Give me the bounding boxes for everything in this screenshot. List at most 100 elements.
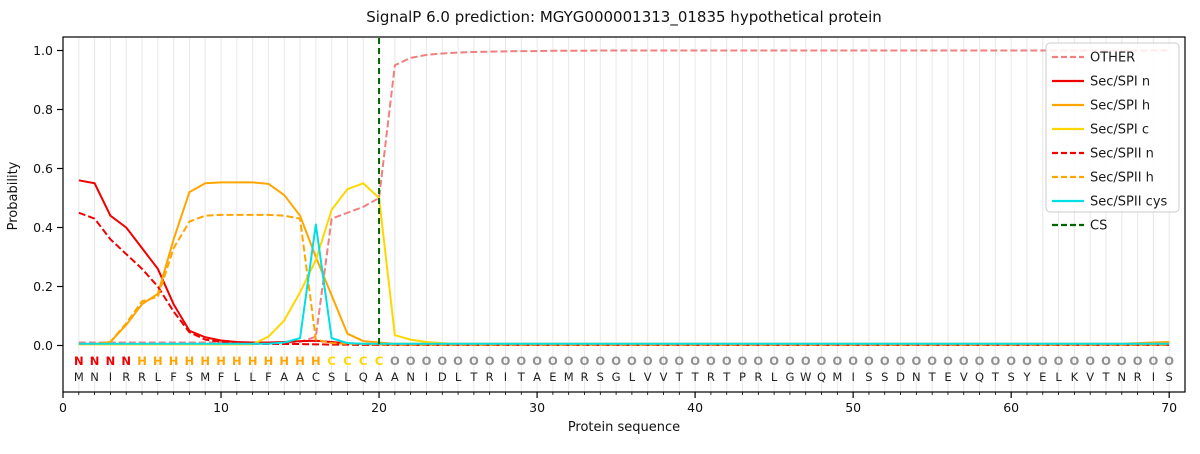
residue-letter: L bbox=[155, 370, 162, 384]
region-label: O bbox=[1022, 354, 1032, 368]
residue-letter: S bbox=[865, 370, 872, 384]
residue-letter: S bbox=[597, 370, 604, 384]
region-label: O bbox=[722, 354, 732, 368]
region-label: O bbox=[975, 354, 985, 368]
region-label: O bbox=[390, 354, 400, 368]
region-label: O bbox=[801, 354, 811, 368]
region-label: H bbox=[248, 354, 258, 368]
residue-letter: L bbox=[249, 370, 256, 384]
residue-letter: G bbox=[785, 370, 794, 384]
residue-letter: L bbox=[1055, 370, 1062, 384]
region-label: O bbox=[1164, 354, 1174, 368]
y-tick-label: 1.0 bbox=[33, 43, 53, 58]
x-tick-label: 40 bbox=[687, 400, 703, 415]
residue-letter: S bbox=[186, 370, 193, 384]
curve-sec-spii-n bbox=[78, 211, 1170, 346]
residue-letter: I bbox=[109, 370, 112, 384]
legend-label: OTHER bbox=[1090, 51, 1135, 66]
region-label: O bbox=[422, 354, 432, 368]
residue-letter: D bbox=[438, 370, 447, 384]
probability-curves bbox=[78, 49, 1170, 346]
region-label: O bbox=[1006, 354, 1016, 368]
region-label: O bbox=[406, 354, 416, 368]
residue-letter: T bbox=[691, 370, 700, 384]
legend-label: Sec/SPI c bbox=[1090, 123, 1149, 138]
y-tick-label: 0.0 bbox=[33, 338, 53, 353]
x-tick-label: 30 bbox=[529, 400, 545, 415]
region-label: O bbox=[832, 354, 842, 368]
region-label: O bbox=[959, 354, 969, 368]
region-label: O bbox=[564, 354, 574, 368]
region-label: O bbox=[864, 354, 874, 368]
residue-letter: I bbox=[1152, 370, 1155, 384]
region-label: O bbox=[532, 354, 542, 368]
residue-letter: L bbox=[234, 370, 241, 384]
region-label: O bbox=[911, 354, 921, 368]
sequence-letters: NMNNNINRHRHLHFHSHMHFHLHLHFHAHAHCCSCLCQCA… bbox=[74, 354, 1174, 384]
residue-letter: F bbox=[170, 370, 177, 384]
region-label: O bbox=[943, 354, 953, 368]
region-label: O bbox=[659, 354, 669, 368]
region-label: H bbox=[264, 354, 274, 368]
legend-label: Sec/SPII n bbox=[1090, 147, 1154, 162]
residue-letter: R bbox=[1134, 370, 1142, 384]
residue-letter: A bbox=[280, 370, 288, 384]
residue-letter: S bbox=[1166, 370, 1173, 384]
residue-letter: I bbox=[504, 370, 507, 384]
residue-letter: E bbox=[549, 370, 556, 384]
region-label: O bbox=[1101, 354, 1111, 368]
x-tick-label: 70 bbox=[1161, 400, 1177, 415]
region-label: O bbox=[1117, 354, 1127, 368]
residue-letter: S bbox=[328, 370, 335, 384]
region-label: O bbox=[785, 354, 795, 368]
region-label: H bbox=[232, 354, 242, 368]
region-label: O bbox=[1054, 354, 1064, 368]
region-label: N bbox=[74, 354, 84, 368]
curve-sec-spi-c bbox=[78, 182, 1170, 346]
curve-sec-spii-h bbox=[78, 213, 1170, 346]
region-label: C bbox=[375, 354, 383, 368]
residue-letter: M bbox=[200, 370, 210, 384]
residue-letter: Y bbox=[1022, 370, 1031, 384]
residue-letter: Q bbox=[817, 370, 826, 384]
region-label: H bbox=[279, 354, 289, 368]
residue-letter: L bbox=[771, 370, 778, 384]
region-label: O bbox=[643, 354, 653, 368]
residue-letter: R bbox=[122, 370, 130, 384]
region-label: O bbox=[769, 354, 779, 368]
residue-letter: T bbox=[675, 370, 684, 384]
region-label: O bbox=[690, 354, 700, 368]
plot-title: SignalP 6.0 prediction: MGYG000001313_01… bbox=[366, 8, 882, 27]
residue-letter: T bbox=[722, 370, 731, 384]
legend-box bbox=[1045, 42, 1180, 213]
region-label: O bbox=[738, 354, 748, 368]
residue-letter: Q bbox=[975, 370, 984, 384]
region-label: O bbox=[611, 354, 621, 368]
region-label: O bbox=[595, 354, 605, 368]
region-label: N bbox=[106, 354, 116, 368]
region-label: O bbox=[896, 354, 906, 368]
residue-letter: M bbox=[564, 370, 574, 384]
region-label: O bbox=[548, 354, 558, 368]
legend-label: Sec/SPII h bbox=[1090, 171, 1154, 186]
residue-letter: N bbox=[90, 370, 99, 384]
residue-letter: S bbox=[1008, 370, 1015, 384]
residue-letter: R bbox=[138, 370, 146, 384]
region-label: H bbox=[185, 354, 195, 368]
region-label: H bbox=[216, 354, 226, 368]
residue-letter: S bbox=[881, 370, 888, 384]
x-tick-label: 20 bbox=[371, 400, 387, 415]
residue-letter: T bbox=[517, 370, 526, 384]
axes-and-ticks: 0 10 20 30 40 50 60 70 0.0 0.2 0.4 0.6 0.8 1.0 bbox=[33, 36, 1186, 415]
residue-letter: F bbox=[218, 370, 225, 384]
region-label: O bbox=[1069, 354, 1079, 368]
residue-letter: V bbox=[660, 370, 668, 384]
residue-letter: A bbox=[375, 370, 383, 384]
x-tick-label: 60 bbox=[1003, 400, 1019, 415]
region-label: O bbox=[627, 354, 637, 368]
residue-letter: R bbox=[580, 370, 588, 384]
region-label: O bbox=[753, 354, 763, 368]
residue-letter: N bbox=[912, 370, 921, 384]
x-tick-label: 50 bbox=[845, 400, 861, 415]
residue-letter: G bbox=[612, 370, 621, 384]
